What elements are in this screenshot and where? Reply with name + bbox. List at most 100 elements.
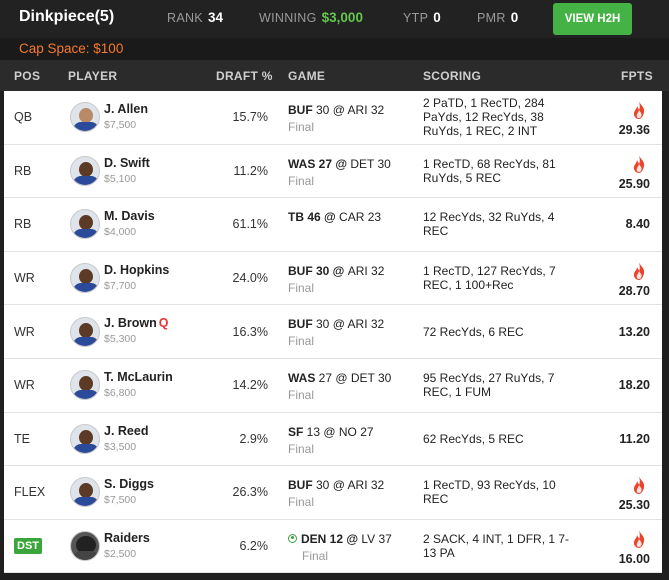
player-name-text[interactable]: Raiders (104, 530, 150, 545)
flame-icon (633, 261, 645, 280)
player-avatar[interactable] (70, 370, 100, 401)
position-label: WR (14, 378, 35, 393)
ytp-label: YTP (403, 11, 429, 25)
game-score-rest: DET 30 (350, 156, 391, 171)
cap-space-bar: Cap Space: $100 (0, 38, 669, 60)
cap-space: Cap Space: $100 (19, 41, 124, 56)
scoring-breakdown: 72 RecYds, 6 REC (423, 324, 524, 339)
col-fpts[interactable]: FPTS (621, 69, 653, 83)
player-avatar[interactable] (70, 209, 100, 240)
position-label: QB (14, 110, 33, 125)
player-name[interactable]: S. Diggs (104, 477, 154, 491)
pmr-value: 0 (510, 10, 519, 25)
player-name-text[interactable]: T. McLaurin (104, 369, 173, 384)
col-scoring[interactable]: SCORING (423, 69, 482, 83)
player-salary: $5,100 (104, 172, 137, 185)
player-avatar[interactable] (70, 316, 100, 347)
position-label: FLEX (14, 485, 46, 500)
table-row[interactable]: FLEX S. Diggs $7,500 26.3% BUF 30 @ ARI 32 Fi… (4, 466, 662, 520)
fantasy-points: 29.36 (618, 123, 650, 137)
game-status: Final (302, 548, 329, 563)
col-game[interactable]: GAME (288, 69, 326, 83)
player-salary: $5,300 (104, 333, 137, 346)
game-team-home: BUF 30 @ (288, 263, 348, 278)
game-score: SF 13 @ NO 27 (288, 425, 374, 439)
col-pos[interactable]: POS (14, 69, 41, 83)
fantasy-points: 18.20 (618, 378, 650, 393)
scoring-breakdown: 2 SACK, 4 INT, 1 DFR, 1 7-13 PA (423, 532, 570, 561)
game-score: WAS 27 @ DET 30 (288, 371, 391, 385)
ytp-stat: YTP 0 (403, 10, 441, 25)
fantasy-points: 8.40 (625, 217, 650, 232)
scoring-breakdown: 95 RecYds, 27 RuYds, 7 REC, 1 FUM (423, 371, 555, 400)
player-avatar[interactable] (70, 263, 100, 294)
player-name[interactable]: D. Swift (104, 156, 150, 170)
player-avatar[interactable] (70, 477, 100, 508)
fantasy-points: 11.20 (619, 431, 650, 446)
draft-percent: 2.9% (239, 431, 269, 446)
game-score: TB 46 @ CAR 23 (288, 210, 381, 224)
position-label: WR (14, 271, 35, 286)
table-row[interactable]: QB J. Allen $7,500 15.7% BUF 30 @ ARI 32 Fina… (4, 91, 662, 145)
col-draft[interactable]: DRAFT % (216, 69, 273, 83)
scoring-breakdown: 12 RecYds, 32 RuYds, 4 REC (423, 210, 555, 239)
game-score-rest: 30 @ ARI 32 (312, 317, 385, 332)
player-name[interactable]: Raiders (104, 531, 150, 545)
injury-status-badge: Q (158, 316, 169, 331)
game-score-rest: 13 @ NO 27 (303, 424, 374, 439)
player-salary: $4,000 (104, 226, 137, 239)
draft-percent: 11.2% (233, 163, 268, 178)
rank-stat: RANK 34 (167, 10, 223, 25)
rank-label: RANK (167, 11, 203, 25)
fantasy-points: 13.20 (618, 324, 650, 339)
draft-percent: 61.1% (232, 217, 268, 232)
player-name-text[interactable]: J. Allen (104, 102, 148, 116)
player-salary: $3,500 (104, 440, 137, 453)
player-avatar[interactable] (70, 102, 100, 133)
table-row[interactable]: TE J. Reed $3,500 2.9% SF 13 @ NO 27 Final 62 … (4, 412, 662, 467)
table-row[interactable]: DST Raiders $2,500 6.2% DEN 12 @ LV 37 Final 2… (4, 519, 662, 574)
player-name[interactable]: J. Brown Q (104, 316, 169, 330)
player-name-text[interactable]: S. Diggs (104, 477, 155, 492)
game-score: WAS 27 @ DET 30 (288, 157, 391, 171)
player-avatar[interactable] (70, 423, 100, 454)
table-row[interactable]: WR J. Brown Q $5,300 16.3% BUF 30 @ ARI 32 Fin… (4, 305, 662, 359)
table-row[interactable]: WR D. Hopkins $7,700 24.0% BUF 30 @ ARI 32 Fi… (4, 251, 662, 306)
scoring-breakdown: 62 RecYds, 5 REC (423, 431, 524, 446)
game-score-rest: 30 @ ARI 32 (312, 103, 385, 117)
flame-icon (633, 529, 645, 548)
player-name-text[interactable]: D. Swift (104, 155, 150, 170)
player-name-text[interactable]: J. Brown (104, 316, 157, 331)
player-salary: $7,500 (104, 494, 137, 507)
position-label: RB (14, 217, 32, 232)
col-player[interactable]: PLAYER (68, 69, 118, 83)
table-row[interactable]: RB D. Swift $5,100 11.2% WAS 27 @ DET 30 Fina… (4, 144, 662, 199)
player-name[interactable]: J. Reed (104, 424, 148, 438)
winning-label: WINNING (259, 11, 317, 25)
player-avatar[interactable] (70, 155, 100, 186)
player-name[interactable]: M. Davis (104, 209, 155, 223)
player-name[interactable]: J. Allen (104, 102, 148, 116)
fantasy-points: 28.70 (618, 283, 650, 298)
table-row[interactable]: RB M. Davis $4,000 61.1% TB 46 @ CAR 23 12 Re… (4, 198, 662, 252)
ytp-value: 0 (433, 10, 441, 25)
draft-percent: 15.7% (232, 110, 268, 125)
game-status: Final (288, 280, 315, 295)
live-indicator-icon (288, 533, 297, 543)
game-status: Final (288, 387, 315, 402)
position-label: DST (14, 538, 42, 555)
game-status: Final (288, 120, 315, 134)
scoring-breakdown: 1 RecTD, 127 RecYds, 7 REC, 1 100+Rec (423, 264, 556, 293)
player-name-text[interactable]: M. Davis (104, 209, 155, 224)
player-name[interactable]: T. McLaurin (104, 370, 173, 384)
draft-percent: 16.3% (232, 324, 268, 339)
table-row[interactable]: WR T. McLaurin $6,800 14.2% WAS 27 @ DET 30 F… (4, 358, 662, 413)
team-entry-count: (5) (94, 8, 115, 25)
view-h2h-button[interactable]: VIEW H2H (553, 3, 632, 35)
player-name-text[interactable]: J. Reed (104, 423, 149, 438)
player-name[interactable]: D. Hopkins (104, 263, 169, 277)
player-name-text[interactable]: D. Hopkins (104, 262, 170, 277)
position-label: WR (14, 324, 35, 339)
team-helmet-avatar[interactable] (70, 531, 100, 562)
player-salary: $6,800 (104, 386, 137, 399)
